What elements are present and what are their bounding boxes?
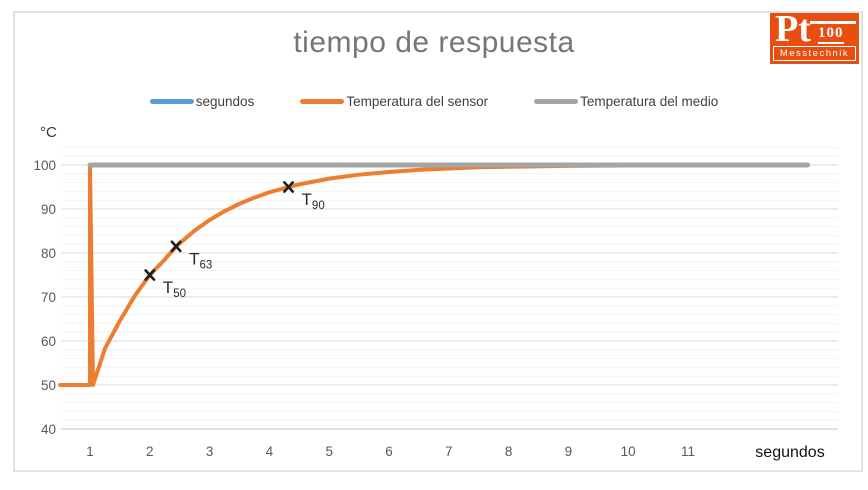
logo-crossbar xyxy=(810,21,856,24)
marker-label-subscript: 50 xyxy=(173,288,186,300)
legend-label: Temperatura del sensor xyxy=(346,94,489,109)
x-axis-tick-label: 1 xyxy=(86,444,94,459)
chart-legend: segundos Temperatura del sensor Temperat… xyxy=(0,94,868,109)
pt100-logo: Pt 100 Messtechnik xyxy=(770,13,859,64)
y-axis-tick-label: 60 xyxy=(41,334,56,349)
y-axis-tick-label: 70 xyxy=(41,290,56,305)
marker-label-subscript: 90 xyxy=(312,200,325,212)
y-axis-tick-label: 100 xyxy=(33,158,56,173)
chart-frame xyxy=(13,11,863,472)
legend-line-swatch-gray xyxy=(534,99,579,104)
x-axis-tick-label: 3 xyxy=(206,444,214,459)
x-axis-tick-label: 2 xyxy=(146,444,154,459)
pt100-logo-top: Pt 100 xyxy=(770,13,859,50)
marker-x-t50 xyxy=(144,269,156,281)
x-axis-tick-label: 9 xyxy=(565,444,573,459)
x-axis-tick-label: 5 xyxy=(325,444,333,459)
marker-label-t50: T50 xyxy=(163,278,186,300)
y-axis-tick-label: 50 xyxy=(41,378,56,393)
legend-item-segundos: segundos xyxy=(149,94,255,109)
x-axis-tick-label: 6 xyxy=(385,444,393,459)
legend-item-temperatura-medio: Temperatura del medio xyxy=(534,94,718,109)
y-axis-title: °C xyxy=(40,124,57,141)
y-axis-tick-label: 40 xyxy=(41,422,56,437)
logo-subtitle: Messtechnik xyxy=(773,46,856,61)
legend-line-swatch-orange xyxy=(300,99,345,104)
x-axis-tick-label: 10 xyxy=(621,444,636,459)
chart-title: tiempo de respuesta xyxy=(293,26,575,59)
marker-label-t90: T90 xyxy=(302,190,325,212)
marker-x-t63 xyxy=(170,240,182,253)
legend-label: Temperatura del medio xyxy=(580,94,719,109)
y-axis-tick-label: 80 xyxy=(41,246,56,261)
legend-label: segundos xyxy=(195,94,255,109)
y-axis-tick-label: 90 xyxy=(41,202,56,217)
series-line-1 xyxy=(58,163,810,387)
x-axis-tick-label: 8 xyxy=(505,444,513,459)
x-axis-tick-label: 7 xyxy=(445,444,453,459)
marker-label-subscript: 63 xyxy=(200,259,213,271)
logo-brand-text: Pt xyxy=(775,13,811,50)
legend-item-temperatura-sensor: Temperatura del sensor xyxy=(300,94,488,109)
x-axis-tick-label: 11 xyxy=(681,444,695,459)
x-axis-tick-label: 4 xyxy=(266,444,274,459)
marker-x-t90 xyxy=(283,181,295,193)
legend-line-swatch-blue xyxy=(149,99,194,104)
x-axis-title: segundos xyxy=(755,444,824,461)
logo-brand-number: 100 xyxy=(818,24,844,44)
